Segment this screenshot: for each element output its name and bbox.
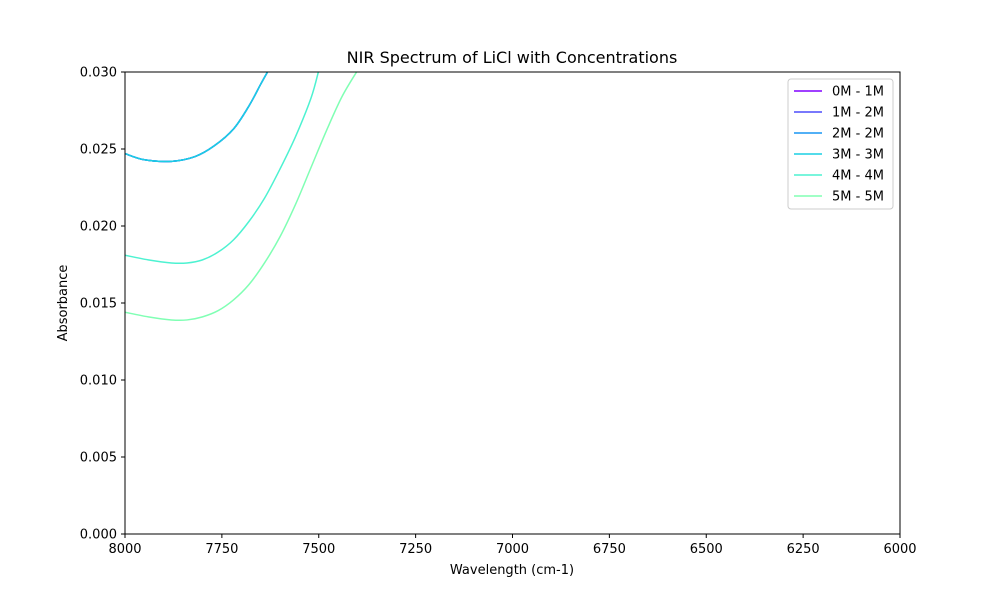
y-tick-label: 0.025 <box>80 143 117 158</box>
series-line-5 <box>125 72 358 322</box>
y-tick-label: 0.005 <box>80 451 117 466</box>
x-tick-label: 7000 <box>496 542 529 557</box>
y-axis-label: Absorbance <box>56 265 71 342</box>
series-line-3 <box>125 72 269 163</box>
x-tick-label: 6250 <box>787 542 820 557</box>
y-axis: 0.000 0.005 0.010 0.015 0.020 0.025 0.030 <box>80 66 125 543</box>
series-line-1 <box>125 72 269 163</box>
legend-label-0: 0M - 1M <box>832 85 884 100</box>
legend: 0M - 1M 1M - 2M 2M - 2M 3M - 3M 4M - 4M 5M - … <box>787 78 894 210</box>
y-tick-label: 0.000 <box>80 528 117 543</box>
y-tick-label: 0.015 <box>80 297 117 312</box>
x-tick-label: 6500 <box>690 542 723 557</box>
x-tick-label: 6000 <box>883 542 916 557</box>
series-line-2 <box>125 72 269 163</box>
legend-label-3: 3M - 3M <box>832 148 884 163</box>
chart-title: NIR Spectrum of LiCl with Concentrations <box>347 48 678 67</box>
x-axis-label: Wavelength (cm-1) <box>450 563 574 578</box>
x-axis: 8000 7750 7500 7250 7000 6750 6500 6250 6000 <box>108 534 917 557</box>
legend-label-4: 4M - 4M <box>832 169 884 184</box>
series-layer <box>125 72 358 322</box>
x-tick-label: 7750 <box>205 542 238 557</box>
plot-frame <box>124 71 901 535</box>
y-tick-label: 0.010 <box>80 374 117 389</box>
x-tick-label: 7250 <box>399 542 432 557</box>
legend-label-1: 1M - 2M <box>832 106 884 121</box>
y-tick-label: 0.030 <box>80 66 117 81</box>
legend-label-2: 2M - 2M <box>832 127 884 142</box>
x-tick-label: 7500 <box>302 542 335 557</box>
legend-label-5: 5M - 5M <box>832 190 884 205</box>
x-tick-label: 6750 <box>593 542 626 557</box>
y-tick-label: 0.020 <box>80 220 117 235</box>
series-line-0 <box>125 72 269 163</box>
series-line-4 <box>125 72 320 265</box>
x-tick-label: 8000 <box>108 542 141 557</box>
